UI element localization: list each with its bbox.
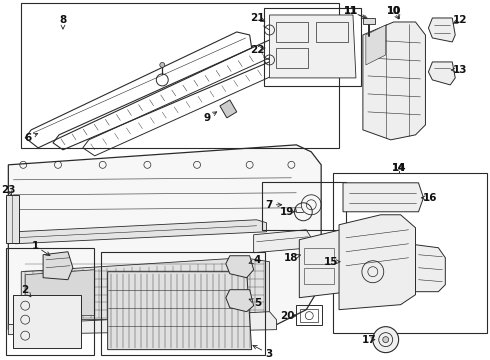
Bar [21,3,339,148]
Polygon shape [226,290,254,312]
Bar [6,248,94,355]
Text: 19: 19 [280,207,294,217]
Bar [264,8,361,86]
Bar [304,268,334,284]
Polygon shape [13,295,81,348]
Bar [296,305,322,325]
Text: 10: 10 [387,6,401,16]
Polygon shape [428,62,455,85]
Text: 11: 11 [344,6,358,16]
Text: 9: 9 [203,113,211,123]
Text: 14: 14 [392,163,405,173]
Polygon shape [428,18,455,42]
Polygon shape [270,15,356,78]
Polygon shape [108,272,252,350]
Text: 7: 7 [265,200,272,210]
Text: 8: 8 [59,15,67,25]
Text: 4: 4 [254,255,261,265]
Bar [316,22,348,42]
Text: 1: 1 [31,241,39,251]
Text: 12: 12 [453,15,467,25]
Circle shape [160,62,165,67]
Polygon shape [254,230,311,253]
Polygon shape [15,220,267,244]
Text: 21: 21 [250,13,265,23]
Polygon shape [299,228,356,298]
Text: 14: 14 [392,163,406,173]
Bar [276,48,308,68]
Text: 13: 13 [453,65,467,75]
Bar [6,195,19,243]
Polygon shape [21,258,270,320]
Bar [276,22,308,42]
Bar [101,252,265,355]
Bar [262,182,346,230]
Polygon shape [8,145,321,330]
Polygon shape [220,100,237,118]
Text: 3: 3 [265,348,272,359]
Polygon shape [25,270,95,316]
Text: 18: 18 [284,253,298,263]
Text: 6: 6 [24,133,32,143]
Polygon shape [43,252,73,280]
Polygon shape [363,22,425,140]
Circle shape [373,327,399,353]
Text: 11: 11 [343,6,358,16]
Bar [363,18,375,24]
Text: 2: 2 [22,285,29,295]
Text: 23: 23 [1,185,16,195]
Polygon shape [416,245,445,292]
Text: 5: 5 [254,298,261,308]
Bar [304,248,334,264]
Polygon shape [366,25,386,65]
Polygon shape [343,183,423,212]
Text: 20: 20 [280,311,294,321]
Bar [300,309,318,322]
Text: 16: 16 [423,193,438,203]
Polygon shape [226,256,254,278]
Circle shape [383,337,389,343]
Text: 15: 15 [324,257,339,267]
Text: 10: 10 [387,6,400,16]
Text: 17: 17 [362,335,376,345]
Text: 22: 22 [250,45,265,55]
Polygon shape [339,215,416,310]
Bar [333,173,487,333]
Polygon shape [8,312,276,335]
